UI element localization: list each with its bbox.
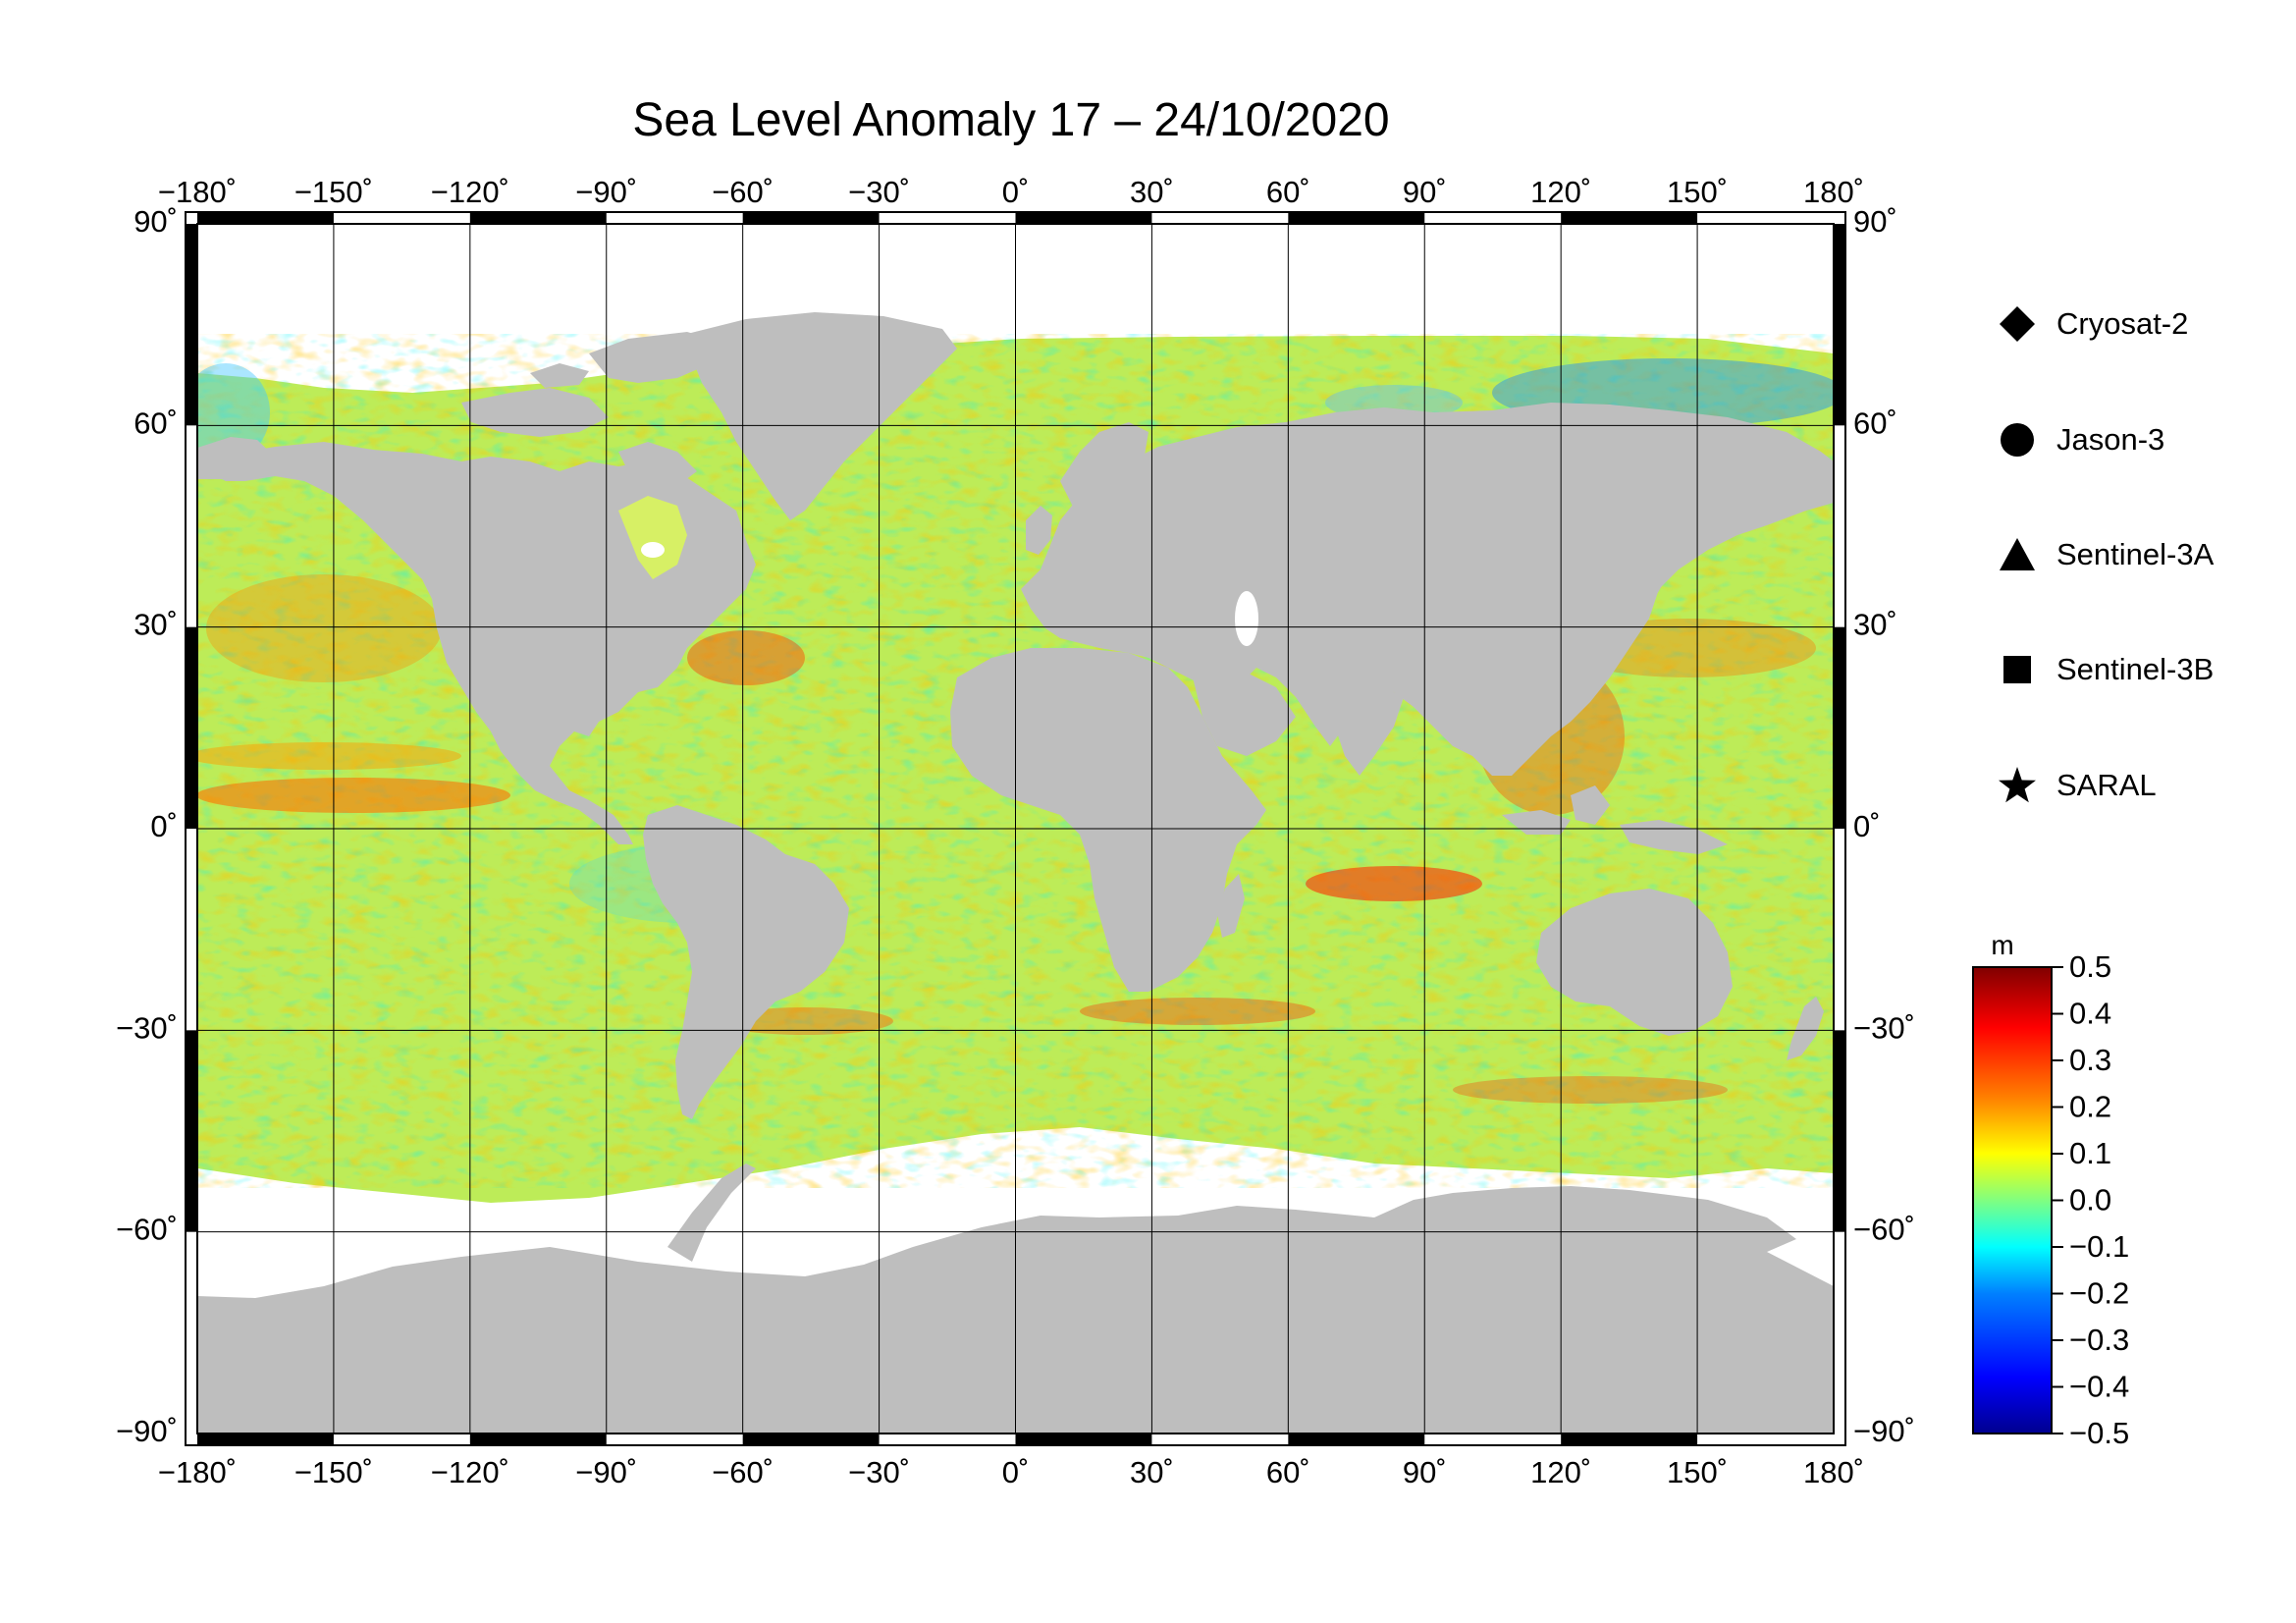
- border-segment: [197, 1434, 334, 1445]
- graticule: [196, 223, 1835, 1434]
- lon-tick-label-bottom: −30˚: [848, 1455, 910, 1489]
- border-segment: [742, 1434, 880, 1445]
- colorbar-tick-label: 0.2: [2069, 1090, 2111, 1124]
- lon-tick-label-bottom: −180˚: [158, 1455, 237, 1489]
- triangle-icon: [1998, 535, 2037, 574]
- legend-label: SARAL: [2056, 768, 2157, 802]
- lon-tick-label-top: −60˚: [712, 175, 774, 209]
- border-segment: [1834, 1030, 1845, 1232]
- lon-tick-label-bottom: 30˚: [1130, 1455, 1174, 1489]
- diamond-icon: [1998, 304, 2037, 344]
- legend-item-sentinel-3a: Sentinel-3A: [1998, 535, 2214, 574]
- lat-tick-label-left: −60˚: [116, 1213, 178, 1247]
- border-segment: [742, 212, 880, 224]
- lat-tick-label-left: 0˚: [150, 809, 178, 843]
- border-segment: [1288, 212, 1425, 224]
- australia-land: [1536, 889, 1733, 1036]
- greenland-land: [687, 312, 957, 520]
- lat-tick-label-right: −60˚: [1853, 1213, 1915, 1247]
- colorbar-tick-label: 0.5: [2069, 949, 2111, 984]
- lon-tick-label-bottom: −120˚: [431, 1455, 509, 1489]
- lon-tick-label-top: 60˚: [1266, 175, 1310, 209]
- border-segment: [1561, 1434, 1698, 1445]
- lat-tick-label-right: −30˚: [1853, 1010, 1915, 1045]
- circle-icon: [1998, 420, 2037, 460]
- colorbar-tick-label: −0.3: [2069, 1323, 2129, 1357]
- border-segment: [469, 212, 607, 224]
- lat-tick-label-left: −30˚: [116, 1010, 178, 1045]
- lat-tick-label-right: 0˚: [1853, 809, 1881, 843]
- lat-tick-label-left: −90˚: [116, 1414, 178, 1448]
- lon-tick-label-top: −30˚: [848, 175, 910, 209]
- colorbar-tick-label: −0.1: [2069, 1229, 2129, 1264]
- legend-label: Sentinel-3B: [2056, 652, 2215, 686]
- lon-tick-label-bottom: 180˚: [1803, 1455, 1864, 1489]
- border-segment: [1015, 212, 1152, 224]
- lat-tick-label-right: 30˚: [1853, 608, 1897, 642]
- border-segment: [469, 1434, 607, 1445]
- border-segment: [186, 1030, 197, 1232]
- colorbar-tick-label: −0.5: [2069, 1416, 2129, 1450]
- colorbar-gradient: [1972, 966, 2053, 1434]
- south-america-land: [643, 805, 849, 1119]
- lat-tick-label-right: 60˚: [1853, 406, 1897, 440]
- axis-labels: −180˚ −180˚ −150˚ −150˚ −120˚ −120˚ −90˚ −90˚ −6…: [116, 175, 1915, 1489]
- legend-item-saral: SARAL: [1998, 766, 2157, 805]
- lon-tick-label-top: 30˚: [1130, 175, 1174, 209]
- legend-label: Sentinel-3A: [2056, 537, 2215, 571]
- colorbar-tick-label: −0.4: [2069, 1370, 2129, 1404]
- lon-tick-label-bottom: 60˚: [1266, 1455, 1310, 1489]
- legend-label: Jason-3: [2056, 422, 2165, 457]
- lat-tick-label-left: 60˚: [133, 406, 178, 440]
- lon-tick-label-top: −90˚: [575, 175, 637, 209]
- lat-tick-label-right: 90˚: [1853, 204, 1897, 239]
- colorbar-tick-label: 0.1: [2069, 1136, 2111, 1170]
- legend-item-cryosat: Cryosat-2: [1998, 304, 2188, 344]
- colorbar-tick-label: 0.0: [2069, 1183, 2111, 1217]
- lat-tick-label-right: −90˚: [1853, 1414, 1915, 1448]
- legend-item-sentinel-3b: Sentinel-3B: [1998, 650, 2214, 689]
- border-segment: [1015, 1434, 1152, 1445]
- lon-tick-label-top: −120˚: [431, 175, 509, 209]
- lat-tick-label-left: 30˚: [133, 608, 178, 642]
- colorbar-unit: m: [1991, 930, 2013, 960]
- colorbar-tick-label: 0.3: [2069, 1043, 2111, 1077]
- border-segment: [1834, 626, 1845, 829]
- lon-tick-label-bottom: −60˚: [712, 1455, 774, 1489]
- africa-land: [950, 648, 1266, 992]
- lon-tick-label-top: 120˚: [1530, 175, 1591, 209]
- border-segment: [1288, 1434, 1425, 1445]
- border-segment: [186, 626, 197, 829]
- lon-tick-label-top: 150˚: [1667, 175, 1728, 209]
- lon-tick-label-bottom: 90˚: [1403, 1455, 1447, 1489]
- square-icon: [1998, 650, 2037, 689]
- lat-tick-label-left: 90˚: [133, 204, 178, 239]
- lon-tick-label-top: −180˚: [158, 175, 237, 209]
- colorbar-tick-label: 0.4: [2069, 997, 2111, 1031]
- lon-tick-label-bottom: 120˚: [1530, 1455, 1591, 1489]
- border-segment: [186, 224, 197, 426]
- map-title: Sea Level Anomaly 17 – 24/10/2020: [632, 94, 1390, 146]
- lon-tick-label-bottom: 0˚: [1002, 1455, 1030, 1489]
- border-segment: [197, 212, 334, 224]
- lon-tick-label-bottom: −150˚: [294, 1455, 373, 1489]
- legend-item-jason: Jason-3: [1998, 420, 2164, 460]
- colorbar-ticks: 0.5 0.4 0.3 0.2 0.1 0.0 −0.1 −0.2 −0.3 −0.4 −0.5: [2052, 949, 2129, 1450]
- north-america-land: [206, 442, 756, 844]
- lon-tick-label-bottom: 150˚: [1667, 1455, 1728, 1489]
- lon-tick-label-top: 90˚: [1403, 175, 1447, 209]
- lon-tick-label-top: −150˚: [294, 175, 373, 209]
- lon-tick-label-bottom: −90˚: [575, 1455, 637, 1489]
- border-segment: [1561, 212, 1698, 224]
- legend-label: Cryosat-2: [2056, 306, 2189, 341]
- border-segment: [1834, 224, 1845, 426]
- map-frame: [185, 211, 1846, 1446]
- lon-tick-label-top: 0˚: [1002, 175, 1030, 209]
- colorbar-tick-label: −0.2: [2069, 1276, 2129, 1311]
- star-icon: [1998, 766, 2037, 805]
- lon-tick-label-top: 180˚: [1803, 175, 1864, 209]
- colorbar: m 0.5 0.4 0.3 0.2 0.1 0.0 −0.1 −0.2 −0.3 −0.4 −0.5: [1972, 930, 2129, 1450]
